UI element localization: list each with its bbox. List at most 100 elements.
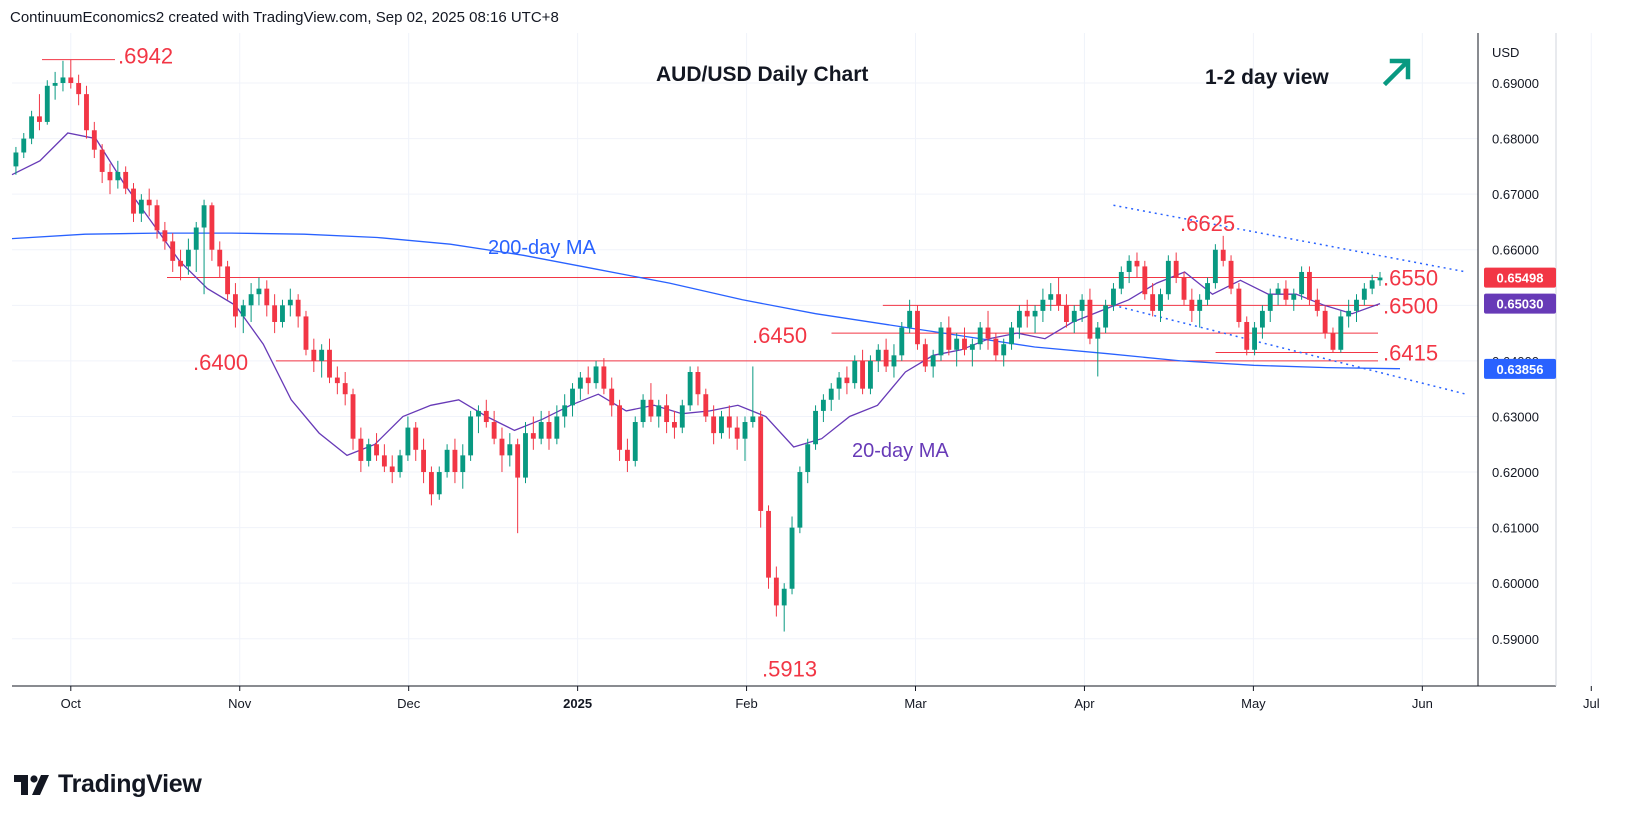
candle-body [327, 349, 332, 378]
candle-body [185, 249, 191, 267]
candle-body [1212, 249, 1218, 284]
candle-body [1354, 299, 1359, 311]
candle-body [468, 416, 474, 456]
candle-body [577, 377, 583, 389]
level-label: .6400 [193, 350, 248, 375]
x-tick-label: Feb [735, 696, 757, 711]
price-tag [1484, 358, 1556, 379]
candle-body [805, 444, 811, 473]
trendline-lower [1113, 304, 1467, 395]
candle-body [1024, 310, 1030, 317]
candle-body [1048, 294, 1054, 300]
candle-body [115, 171, 121, 181]
candle-body [240, 305, 246, 317]
candle-body [138, 199, 144, 214]
x-tick-label: Jun [1412, 696, 1433, 711]
x-tick-label: Apr [1074, 696, 1095, 711]
candle-body [1071, 310, 1077, 322]
candle-body [993, 338, 999, 356]
candle-body [1079, 299, 1085, 311]
candle-body [617, 405, 622, 450]
y-tick-label: 0.67000 [1492, 187, 1539, 202]
candle-body [1103, 305, 1109, 328]
candle-body [742, 422, 748, 439]
ma200-label: 200-day MA [488, 237, 596, 259]
price-tag [1484, 267, 1556, 288]
level-label: .6415 [1383, 341, 1438, 366]
candle-body [421, 449, 427, 473]
candle-body [428, 472, 434, 495]
candle-body [209, 205, 215, 250]
candle-body [868, 360, 873, 389]
candle-body [679, 405, 685, 428]
candle-body [656, 405, 662, 417]
tradingview-logo-text: TradingView [58, 770, 202, 798]
candle-body [1063, 305, 1069, 322]
y-tick-label: 0.66000 [1492, 243, 1539, 258]
candle-body [797, 472, 803, 528]
annotation-label: .6942 [118, 44, 173, 69]
candle-body [1150, 294, 1156, 311]
y-tick-label: 0.60000 [1492, 576, 1539, 591]
annotation-label: .5913 [762, 657, 817, 682]
candle-body [664, 405, 670, 423]
candle-body [201, 205, 207, 228]
candle-body [1016, 310, 1022, 328]
candle-body [295, 299, 301, 317]
candle-body [154, 205, 160, 231]
candle-body [609, 388, 615, 406]
price-tag-label: 0.65498 [1497, 271, 1544, 286]
price-tag-label: 0.65030 [1497, 297, 1544, 312]
x-tick-label: May [1241, 696, 1266, 711]
candle-body [954, 338, 960, 350]
candle-body [695, 372, 701, 395]
candle-body [648, 399, 654, 417]
candle-body [852, 360, 858, 384]
candle-body [1056, 294, 1062, 306]
candle-body [640, 399, 646, 423]
candle-body [570, 388, 575, 406]
price-tag [1484, 293, 1556, 314]
candle-body [828, 388, 834, 400]
candle-body [632, 422, 638, 461]
view-note: 1-2 day view [1205, 66, 1329, 89]
candle-body [491, 422, 497, 439]
candle-body [1173, 260, 1179, 278]
y-tick-label: 0.63000 [1492, 409, 1539, 424]
x-tick-label: Jul [1583, 696, 1600, 711]
candle-body [601, 366, 607, 389]
candle-body [319, 349, 325, 361]
candle-body [962, 338, 967, 350]
candle-body [1165, 260, 1171, 295]
candle-body [938, 327, 944, 356]
candle-body [374, 444, 379, 456]
candle-body [21, 138, 27, 153]
candle-body [1330, 333, 1336, 350]
candle-body [875, 349, 881, 361]
candle-body [820, 399, 826, 411]
candle-body [413, 427, 419, 450]
candle-body [303, 316, 309, 350]
tradingview-logo[interactable]: TradingView [14, 770, 202, 799]
annotation-label: .6625 [1180, 211, 1235, 236]
candle-body [460, 455, 466, 473]
candle-body [507, 444, 513, 456]
candle-body [773, 577, 779, 606]
candle-body [836, 377, 842, 389]
candle-body [523, 433, 528, 478]
candle-body [162, 230, 168, 242]
candle-body [1267, 294, 1273, 311]
candle-body [397, 455, 403, 473]
tradingview-logo-icon [14, 774, 49, 795]
candle-body [883, 349, 889, 367]
candle-body [907, 310, 913, 328]
candle-body [750, 416, 756, 423]
candle-body [76, 83, 82, 95]
candle-body [436, 472, 442, 495]
candle-body [719, 416, 724, 434]
candle-body [515, 444, 521, 478]
candle-body [922, 344, 928, 367]
candle-body [538, 422, 544, 439]
candle-body [969, 344, 975, 350]
